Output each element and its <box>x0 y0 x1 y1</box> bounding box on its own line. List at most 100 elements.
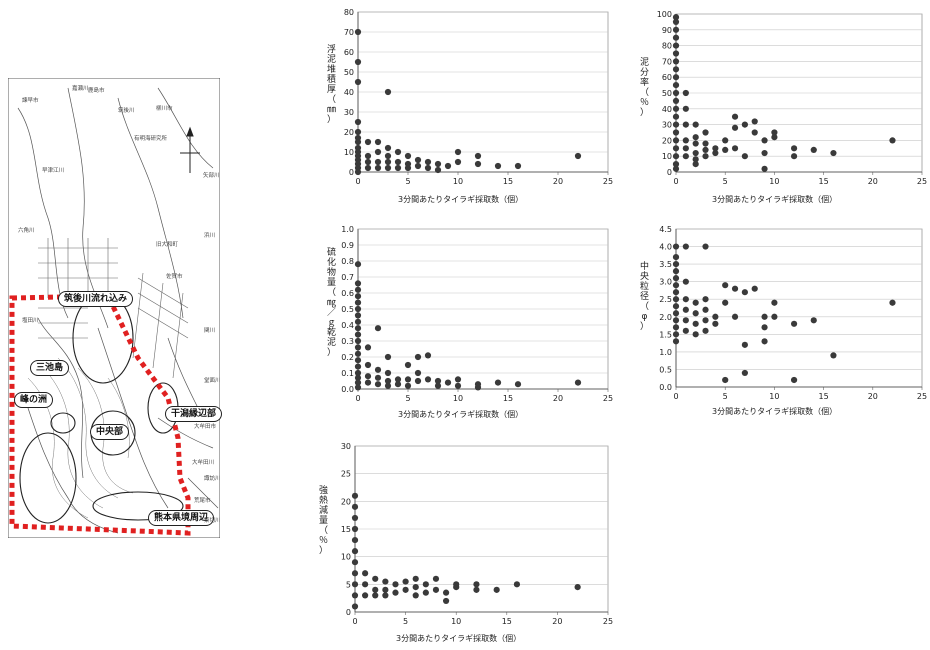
data-point <box>354 350 362 357</box>
data-point <box>692 149 699 157</box>
plot-area <box>675 13 923 173</box>
map-drawing <box>8 78 220 538</box>
y-tick-label: 4.5 <box>659 225 672 234</box>
place-label: 大牟田市 <box>194 424 217 430</box>
data-point <box>702 296 709 303</box>
data-point <box>354 28 362 36</box>
data-point <box>682 278 689 285</box>
data-point <box>354 318 362 325</box>
data-point <box>354 138 362 146</box>
data-point <box>761 324 768 331</box>
data-point <box>384 152 392 160</box>
data-point <box>364 164 372 172</box>
data-point <box>454 382 462 389</box>
place-label: 諏訪川 <box>204 476 221 482</box>
data-point <box>672 145 680 152</box>
data-point <box>672 324 680 331</box>
x-axis-label: 3分間あたりタイラギ採取数（個） <box>712 407 838 416</box>
y-tick-label: 1.0 <box>659 348 672 357</box>
data-point <box>414 369 422 377</box>
y-axis-label: 浮 泥 堆 積 厚 （ ㎜ ） <box>326 45 336 125</box>
place-label: 堂面川 <box>204 378 221 384</box>
data-point <box>354 156 362 164</box>
data-point <box>682 317 689 324</box>
x-axis-label: 3分間あたりタイラギ採取数（個） <box>398 410 524 419</box>
x-tick-label: 10 <box>769 392 779 401</box>
data-point <box>513 581 521 588</box>
data-point <box>394 148 402 156</box>
data-point <box>672 121 680 128</box>
data-point <box>404 382 412 389</box>
data-point <box>731 313 739 320</box>
place-label: 六角川 <box>18 228 35 234</box>
data-point <box>682 296 689 303</box>
x-tick-label: 10 <box>451 617 461 626</box>
data-point <box>672 303 680 310</box>
data-point <box>434 377 442 385</box>
data-point <box>354 164 362 172</box>
data-point <box>474 381 482 388</box>
data-point <box>402 578 409 585</box>
data-point <box>351 581 359 588</box>
data-point <box>771 129 778 136</box>
data-point <box>351 559 359 566</box>
data-point <box>712 320 719 327</box>
x-tick-label: 15 <box>819 177 829 186</box>
region-label-chuobu: 中央部 <box>90 424 130 440</box>
data-point <box>412 584 419 591</box>
data-point <box>574 152 582 160</box>
data-point <box>574 379 582 386</box>
data-point <box>424 164 432 172</box>
y-tick-label: 0.0 <box>659 383 672 392</box>
data-point <box>374 366 382 373</box>
data-point <box>384 382 392 389</box>
data-point <box>889 137 896 144</box>
data-point <box>702 306 709 313</box>
data-point <box>672 89 680 97</box>
x-tick-label: 25 <box>917 392 927 401</box>
data-point <box>672 161 680 168</box>
data-point <box>354 337 362 345</box>
data-point <box>364 379 372 386</box>
data-point <box>384 377 392 385</box>
data-point <box>374 381 382 388</box>
data-point <box>414 377 422 385</box>
data-point <box>404 376 412 383</box>
data-point <box>712 149 719 157</box>
y-tick-label: 70 <box>344 28 354 37</box>
data-point <box>682 137 689 144</box>
data-point <box>672 42 680 49</box>
y-tick-label: 15 <box>341 525 351 534</box>
y-tick-label: 10 <box>341 553 351 562</box>
y-axis-label: 硫 化 物 量 （ ㎎ ／ ｇ 乾 泥 ） <box>326 248 336 358</box>
data-point <box>741 153 748 160</box>
data-point <box>354 357 362 364</box>
data-point <box>722 146 729 153</box>
data-point <box>692 121 699 128</box>
data-point <box>392 589 399 596</box>
data-point <box>672 26 680 33</box>
data-point <box>372 592 379 599</box>
y-tick-label: 80 <box>662 42 672 51</box>
y-axis-label: 泥 分 率 （ ％ ） <box>639 58 649 118</box>
data-point <box>771 313 778 320</box>
data-point <box>354 369 362 377</box>
data-point <box>702 317 709 324</box>
data-point <box>351 492 359 499</box>
data-point <box>889 299 896 306</box>
y-tick-label: 1.5 <box>659 330 672 339</box>
data-point <box>404 152 412 160</box>
data-point <box>351 570 359 577</box>
data-point <box>672 296 680 303</box>
data-point <box>722 376 729 384</box>
place-label: 関川 <box>204 328 216 334</box>
data-point <box>830 352 837 359</box>
data-point <box>682 153 689 160</box>
data-point <box>761 313 768 320</box>
y-tick-label: 25 <box>341 470 351 479</box>
data-point <box>354 160 362 168</box>
data-point <box>682 306 689 313</box>
study-area-boundary <box>9 293 191 536</box>
x-axis-label: 3分間あたりタイラギ採取数（個） <box>398 195 524 204</box>
data-point <box>354 168 362 176</box>
